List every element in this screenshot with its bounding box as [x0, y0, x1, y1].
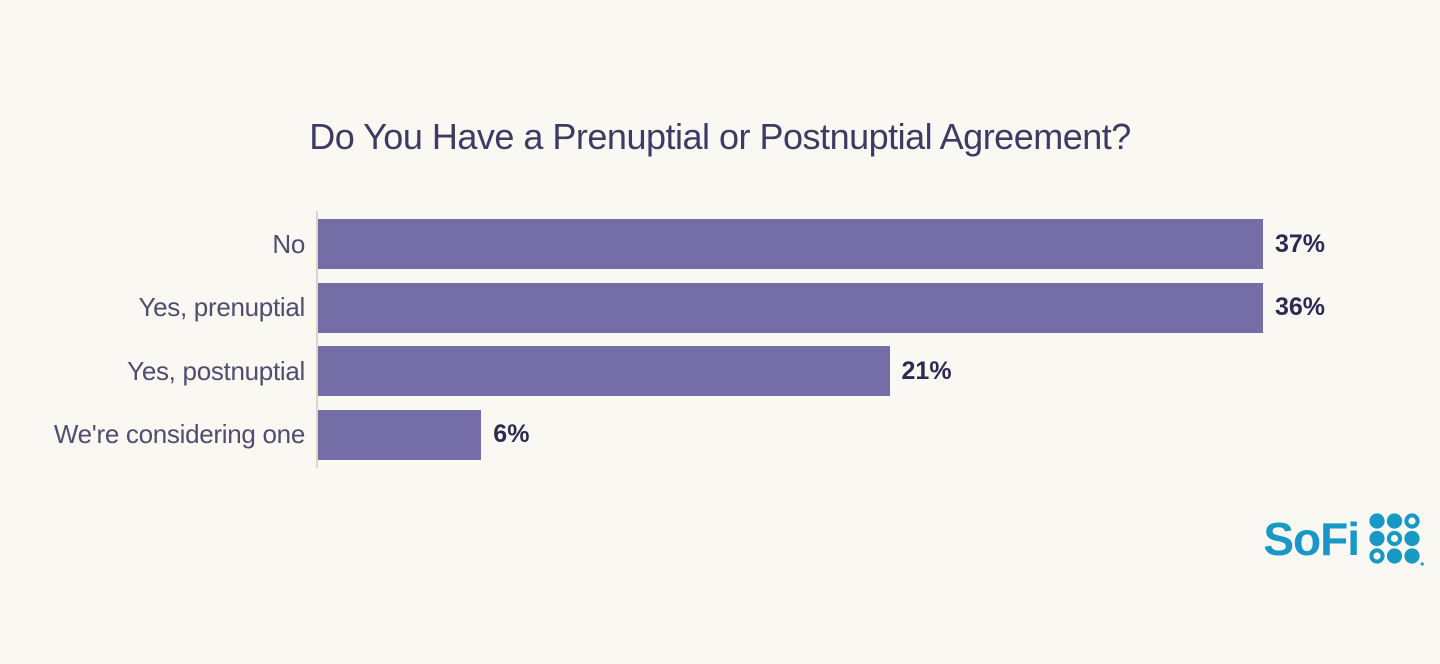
- sofi-logo: SoFi: [1263, 512, 1424, 566]
- bar: [318, 346, 890, 396]
- sofi-dot-grid-icon: [1369, 513, 1424, 566]
- bar-track: 36%: [318, 282, 1325, 333]
- category-label: Yes, prenuptial: [138, 292, 305, 322]
- bar: [318, 409, 482, 460]
- category-label: No: [272, 228, 305, 259]
- bar: [318, 282, 1263, 333]
- value-label: 36%: [1274, 293, 1325, 321]
- category-label: We're considering one: [53, 419, 305, 449]
- bar-track: 37%: [318, 219, 1325, 269]
- bar-row: Yes, prenuptial 36%: [0, 282, 1440, 333]
- category-label: Yes, postnuptial: [127, 355, 305, 386]
- value-label: 37%: [1274, 229, 1325, 258]
- bar-track: 21%: [318, 346, 1325, 396]
- bar-row: We're considering one 6%: [0, 409, 1440, 460]
- bar-track: 6%: [318, 409, 1325, 460]
- bar-row: Yes, postnuptial 21%: [0, 346, 1440, 396]
- bar-row: No 37%: [0, 219, 1440, 269]
- bar: [318, 219, 1263, 269]
- value-label: 6%: [493, 420, 530, 448]
- chart-title: Do You Have a Prenuptial or Postnuptial …: [309, 116, 1131, 157]
- sofi-wordmark: SoFi: [1263, 513, 1360, 565]
- value-label: 21%: [901, 356, 952, 385]
- bar-chart: No 37% Yes, prenuptial 36% Yes, postnuptial 2…: [0, 211, 1440, 467]
